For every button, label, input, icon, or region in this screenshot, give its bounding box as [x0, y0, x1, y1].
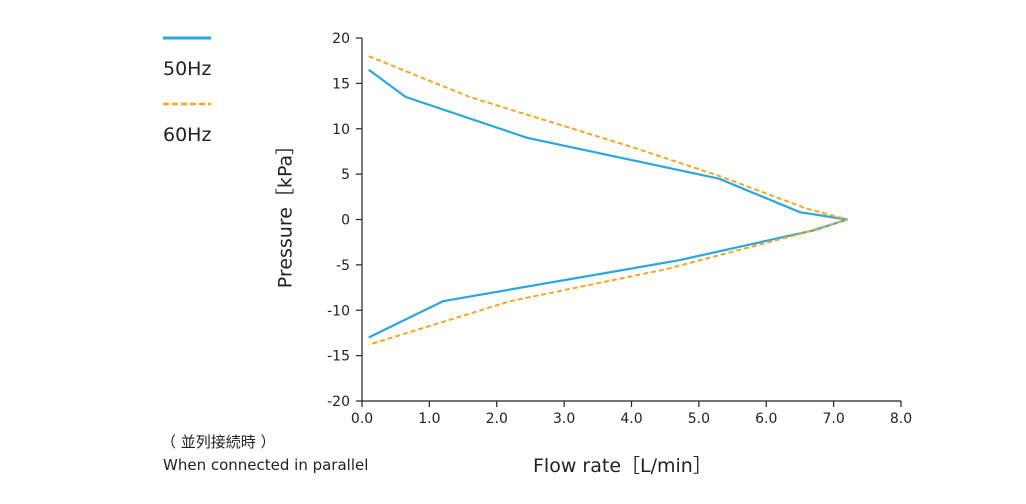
- series-line-50hz: [368, 68, 849, 339]
- x-tick-label: 5.0: [688, 411, 710, 427]
- x-tick-label: 1.0: [418, 411, 440, 427]
- y-tick-label: 20: [332, 31, 350, 47]
- series-line-60hz: [368, 55, 849, 346]
- y-tick-label: -20: [327, 394, 350, 410]
- y-tick-label: 15: [332, 76, 350, 92]
- x-tick-label: 0.0: [351, 411, 373, 427]
- x-tick-label: 4.0: [620, 411, 642, 427]
- x-axis-title: Flow rate［L/min］: [533, 455, 712, 477]
- x-tick-label: 7.0: [822, 411, 844, 427]
- chart-ticks: 20 15 10 5 0 -5 -10 -15 -200.0 1.0 2.0 3.0 4.0 5.0 6.0…: [327, 31, 912, 427]
- y-tick-label: -5: [336, 258, 350, 274]
- chart-axes: [361, 38, 901, 402]
- y-tick-label: -15: [327, 349, 350, 365]
- y-tick-label: -10: [327, 303, 350, 319]
- chart-series-lines: [368, 55, 849, 346]
- x-tick-label: 3.0: [553, 411, 575, 427]
- legend-label-60hz: 60Hz: [163, 124, 212, 146]
- y-tick-label: 0: [341, 213, 350, 229]
- parallel-note-japanese: （ 並列接続時 ）: [161, 433, 276, 451]
- y-axis-title: Pressure［kPa］: [274, 135, 297, 289]
- x-tick-label: 8.0: [890, 411, 912, 427]
- y-tick-label: 5: [341, 167, 350, 183]
- legend-label-50hz: 50Hz: [163, 58, 212, 80]
- y-tick-label: 10: [332, 122, 350, 138]
- x-tick-label: 2.0: [486, 411, 508, 427]
- x-tick-label: 6.0: [755, 411, 777, 427]
- chart-legend: [163, 36, 211, 106]
- parallel-note-english: When connected in parallel: [163, 456, 369, 474]
